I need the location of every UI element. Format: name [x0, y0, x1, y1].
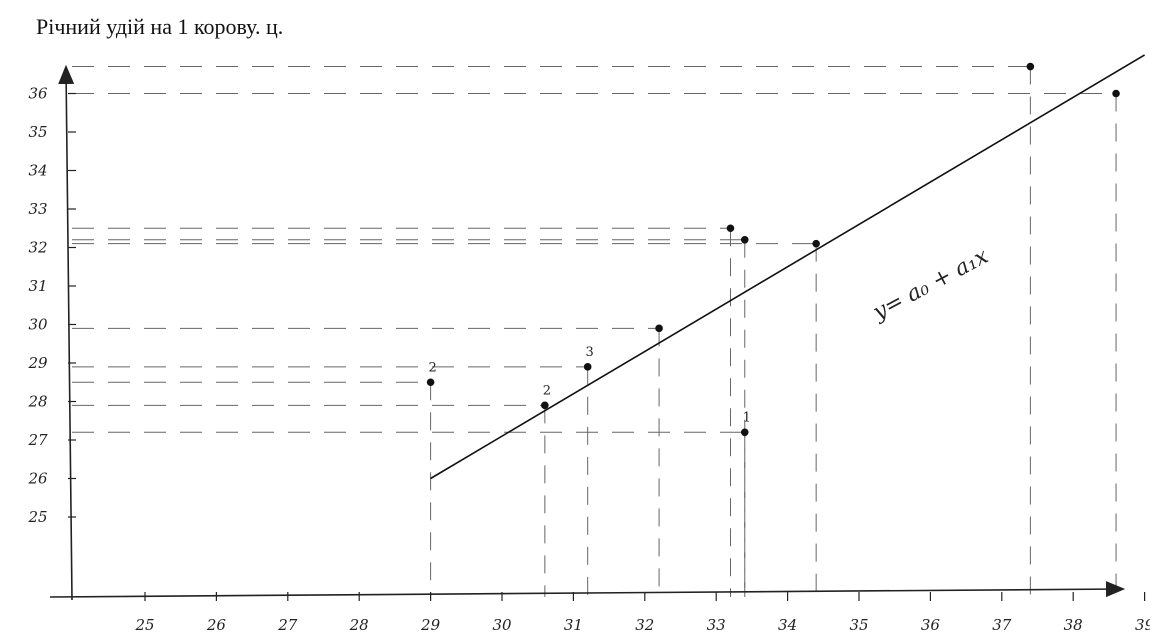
data-point-label: 3: [586, 345, 594, 360]
y-tick-label: 34: [28, 162, 47, 180]
y-tick-label: 29: [27, 354, 48, 372]
data-point: [655, 324, 663, 333]
data-point: [426, 378, 435, 387]
data-point: [583, 363, 592, 371]
x-tick-label: 34: [778, 616, 797, 634]
x-tick-label: 29: [420, 616, 441, 634]
data-point: [1026, 62, 1035, 71]
x-tick-label: 31: [564, 616, 583, 634]
x-tick-label: 26: [206, 616, 227, 634]
data-point-label: 2: [428, 360, 436, 375]
data-point: [740, 236, 749, 244]
y-tick-label: 28: [27, 393, 47, 411]
y-tick-label: 31: [28, 277, 47, 295]
x-ticks: 25 26 27 28 29 30 31 32 33 34 35 36 37 38 39: [134, 592, 1150, 634]
guide-lines: [72, 66, 1117, 597]
y-tick-label: 33: [28, 200, 47, 218]
regression-equation: y= a₀ + a₁x: [868, 244, 993, 326]
data-point: [541, 401, 549, 410]
y-tick-label: 25: [27, 508, 47, 526]
x-axis: [49, 581, 1126, 598]
chart-title: Річний удій на 1 корову. ц.: [36, 14, 284, 39]
x-tick-label: 39: [1135, 616, 1150, 634]
y-axis: [58, 64, 75, 601]
y-tick-label: 30: [28, 316, 48, 334]
data-point-label: 2: [543, 383, 551, 398]
data-points: 2 2 3 1: [426, 62, 1120, 437]
y-tick-label: 26: [27, 470, 48, 488]
x-tick-label: 37: [992, 616, 1012, 634]
data-point: [812, 239, 820, 248]
y-tick-label: 35: [28, 123, 47, 141]
x-tick-label: 35: [849, 616, 868, 634]
y-tick-label: 27: [27, 431, 48, 449]
y-ticks: 25 26 27 28 29 30 31 32 33 34 35 36: [27, 85, 76, 526]
data-point: [726, 224, 735, 233]
trend-line-group: [430, 54, 1146, 480]
y-tick-label: 32: [28, 239, 47, 257]
x-tick-label: 32: [635, 616, 654, 634]
x-tick-label: 33: [707, 616, 726, 634]
axes: [49, 64, 1126, 601]
data-point: [1112, 89, 1120, 98]
data-point: [740, 428, 749, 437]
trend-line: [430, 54, 1146, 480]
data-point-label: 1: [743, 410, 751, 425]
x-tick-label: 30: [492, 616, 512, 634]
y-tick-label: 36: [28, 85, 48, 103]
x-tick-label: 28: [349, 616, 369, 634]
x-tick-label: 27: [277, 616, 298, 634]
x-tick-label: 25: [134, 616, 154, 634]
x-tick-label: 36: [921, 616, 941, 634]
x-tick-label: 38: [1064, 616, 1083, 634]
